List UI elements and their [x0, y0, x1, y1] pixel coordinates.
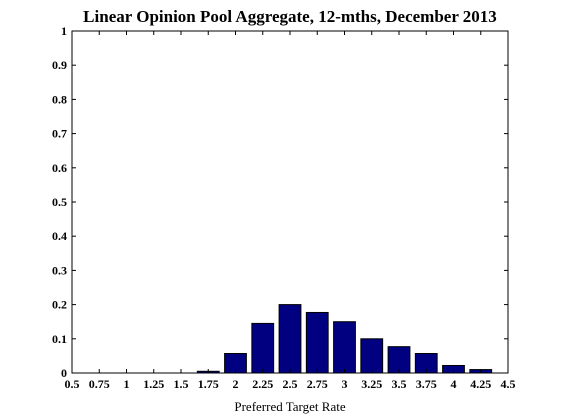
x-tick-label-10: 3 [342, 377, 348, 391]
chart-title: Linear Opinion Pool Aggregate, 12-mths, … [83, 7, 497, 26]
x-tick-label-0: 0.5 [65, 377, 80, 391]
x-tick-label-2: 1 [124, 377, 130, 391]
y-tick-label-6: 0.6 [52, 161, 67, 175]
bar-10 [360, 338, 384, 374]
y-tick-label-5: 0.5 [52, 195, 67, 209]
x-tick-label-3: 1.25 [143, 377, 164, 391]
x-tick-label-5: 1.75 [198, 377, 219, 391]
y-tick-label-3: 0.3 [52, 263, 67, 277]
y-tick-label-2: 0.2 [52, 298, 67, 312]
x-tick-label-12: 3.5 [392, 377, 407, 391]
x-tick-label-6: 2 [233, 377, 239, 391]
x-tick-label-13: 3.75 [416, 377, 437, 391]
y-tick-label-8: 0.8 [52, 92, 67, 106]
x-tick-label-4: 1.5 [174, 377, 189, 391]
bar-9 [333, 321, 356, 374]
x-tick-label-11: 3.25 [361, 377, 382, 391]
x-tick-label-14: 4 [451, 377, 457, 391]
ticks-layer: 0.5 0.75 1 1.25 1.5 1.75 2 2.25 2.5 2.75 3 3.25 3.5 3… [52, 24, 516, 391]
y-tick-label-0: 0 [61, 366, 67, 380]
bar-6 [251, 322, 275, 374]
x-tick-label-8: 2.5 [283, 377, 298, 391]
bar-8 [305, 311, 329, 374]
x-tick-label-9: 2.75 [307, 377, 328, 391]
y-tick-label-4: 0.4 [52, 229, 67, 243]
x-tick-label-1: 0.75 [89, 377, 110, 391]
x-axis-label: Preferred Target Rate [234, 399, 345, 414]
x-tick-label-15: 4.25 [470, 377, 491, 391]
y-tick-label-9: 0.9 [52, 58, 67, 72]
y-tick-label-7: 0.7 [52, 127, 67, 141]
x-tick-label-7: 2.25 [252, 377, 273, 391]
y-tick-label-1: 0.1 [52, 332, 67, 346]
x-tick-label-16: 4.5 [501, 377, 516, 391]
y-tick-label-10: 1 [61, 24, 67, 38]
bar-7 [278, 304, 302, 374]
